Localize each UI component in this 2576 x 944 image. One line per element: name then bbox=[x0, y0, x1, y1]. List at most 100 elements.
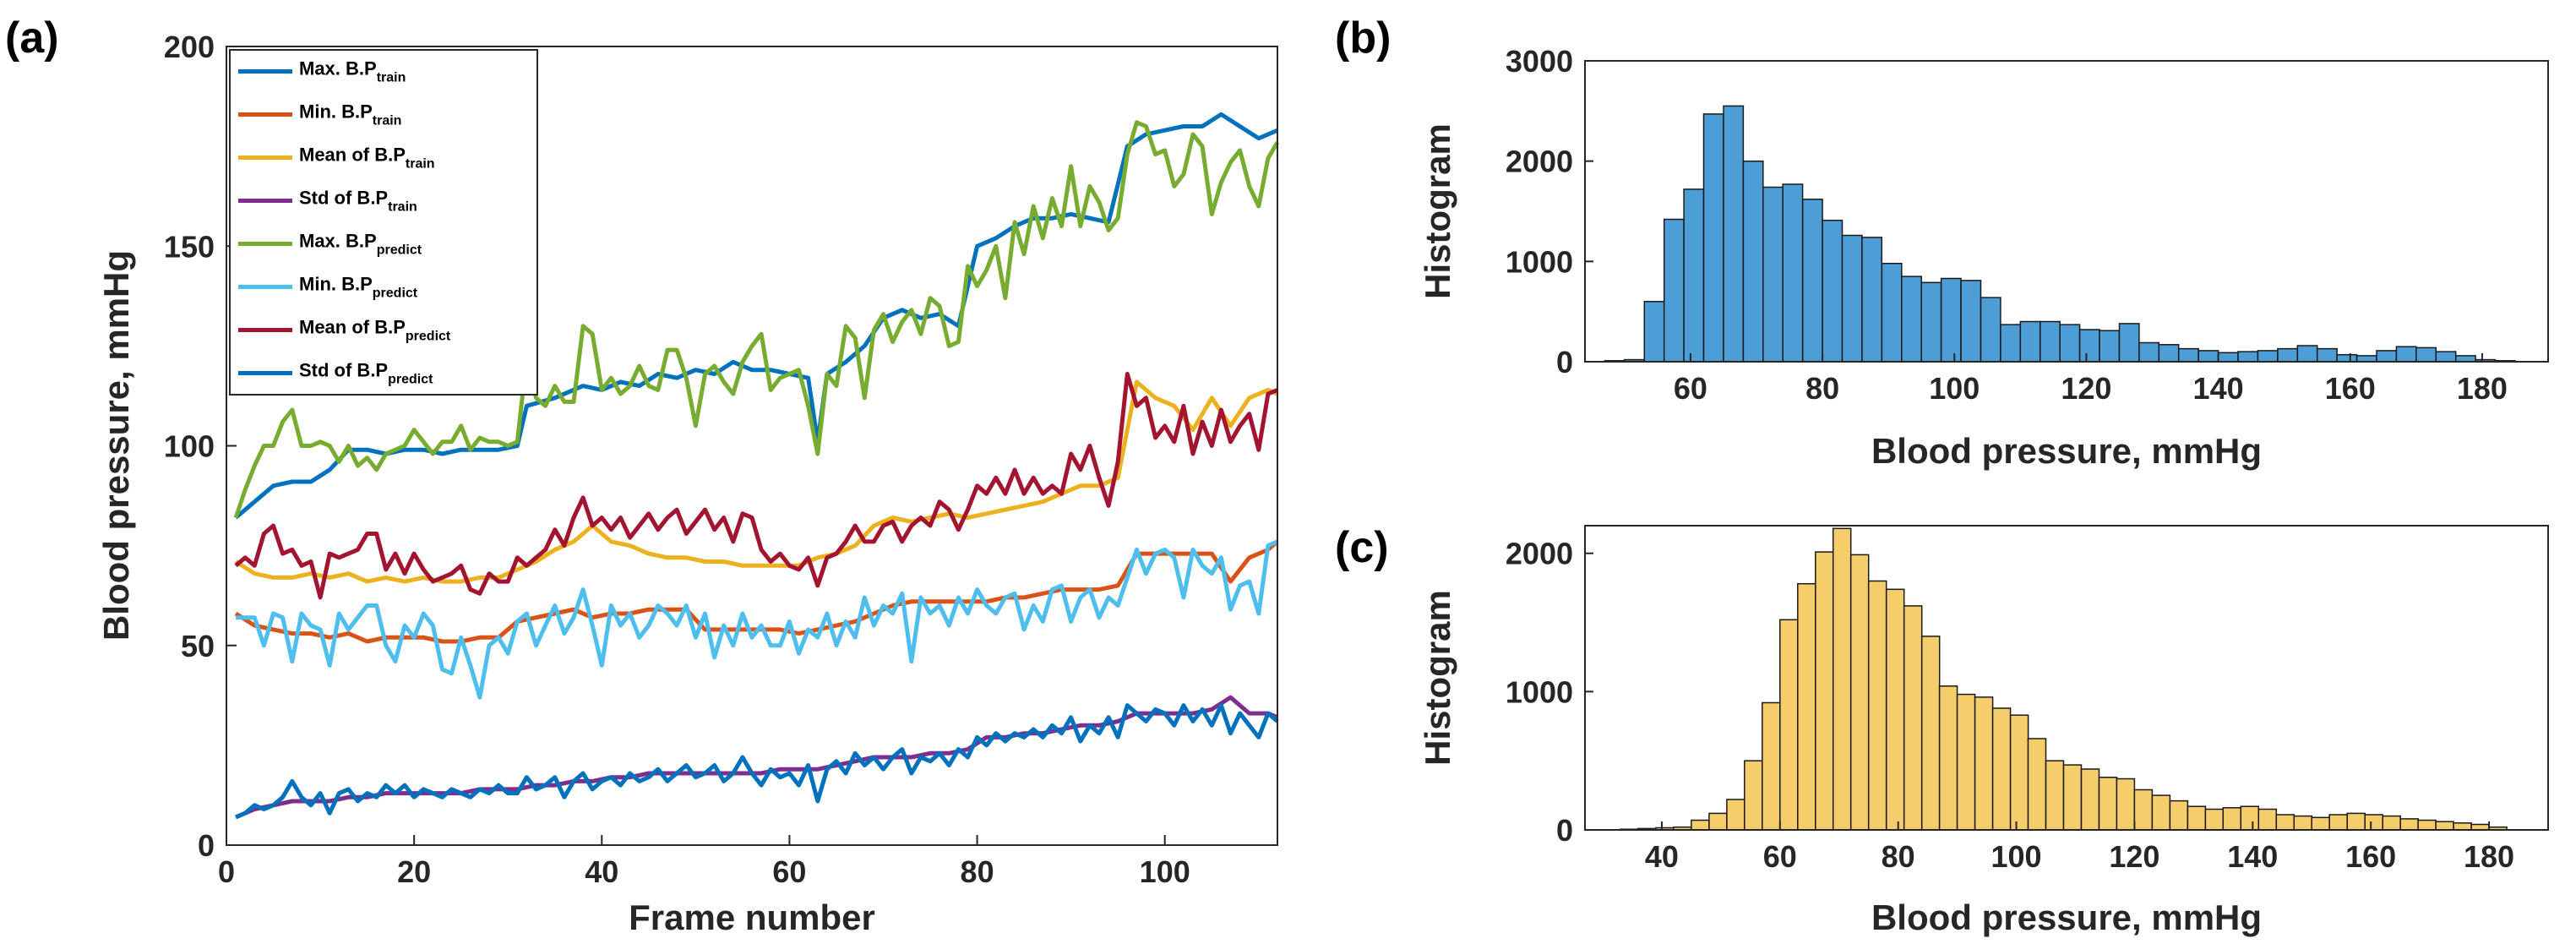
axes-box-c bbox=[1584, 525, 2549, 831]
histogram-panel-c: 40 60 80 100 120 140 160 180 0 1000 2000 Blood pre… bbox=[1418, 525, 2549, 937]
histogram-bar bbox=[2045, 760, 2065, 831]
histogram-bar bbox=[2277, 347, 2299, 363]
x-tick-label-a: 40 bbox=[585, 854, 618, 889]
histogram-bar bbox=[2080, 768, 2100, 831]
y-tick-label: 2000 bbox=[1506, 145, 1573, 179]
histogram-bar bbox=[2099, 330, 2121, 363]
series-line-max_train bbox=[234, 112, 1278, 520]
histogram-bar bbox=[1643, 301, 1665, 363]
legend-entry-std_predict: Std of B.Ppredict bbox=[299, 360, 433, 387]
histogram-bar bbox=[2217, 352, 2239, 363]
legend-entry-max_predict: Max. B.Ppredict bbox=[299, 231, 422, 258]
histogram-bar bbox=[2336, 353, 2358, 363]
histogram-bar bbox=[2453, 822, 2472, 831]
histogram-bar bbox=[2197, 350, 2219, 363]
x-axis-label-a: Frame number bbox=[629, 898, 875, 937]
x-tick-label: 60 bbox=[1674, 371, 1707, 406]
x-tick-label: 40 bbox=[1645, 839, 1679, 874]
histogram-bar bbox=[2364, 814, 2383, 831]
x-tick-label: 60 bbox=[1763, 839, 1797, 874]
histogram-bar bbox=[2454, 355, 2476, 363]
panel-label-b: (b) bbox=[1335, 14, 1391, 63]
histogram-bar bbox=[1974, 696, 1994, 831]
histogram-bar bbox=[1940, 277, 1962, 363]
histogram-bar bbox=[1920, 636, 1941, 831]
histogram-bar bbox=[1832, 527, 1852, 831]
histogram-bar bbox=[1956, 693, 1976, 831]
legend-entry-min_predict: Min. B.Ppredict bbox=[299, 274, 418, 301]
legend-box-a bbox=[229, 49, 538, 396]
histogram-bar bbox=[2435, 351, 2457, 363]
histogram-bar bbox=[2415, 346, 2437, 363]
histogram-bar bbox=[2296, 345, 2318, 363]
histogram-bar bbox=[2346, 812, 2366, 831]
histogram-bar bbox=[1762, 186, 1784, 363]
histogram-bar bbox=[2376, 350, 2398, 363]
histogram-bar bbox=[1867, 580, 1887, 831]
histogram-bar bbox=[2222, 807, 2242, 831]
x-tick-label: 180 bbox=[2464, 839, 2514, 874]
histogram-bar bbox=[1744, 760, 1763, 831]
x-tick-label-a: 0 bbox=[218, 854, 235, 889]
panel-label-a: (a) bbox=[5, 14, 59, 63]
histogram-bar bbox=[2040, 320, 2061, 363]
panel-label-c: (c) bbox=[1335, 523, 1389, 572]
histogram-bar bbox=[1801, 199, 1823, 363]
histogram-bar bbox=[1938, 685, 1958, 831]
histogram-bar bbox=[2138, 341, 2160, 363]
histogram-bar bbox=[1702, 113, 1724, 363]
series-line-mean_predict bbox=[234, 372, 1278, 600]
histogram-bar bbox=[1779, 619, 1799, 831]
histogram-bar bbox=[1822, 219, 1844, 363]
y-tick-label: 0 bbox=[1556, 345, 1573, 379]
histogram-bar bbox=[2169, 799, 2189, 831]
series-line-min_predict bbox=[236, 539, 1278, 700]
histogram-bar bbox=[2151, 794, 2171, 831]
histogram-bar bbox=[2355, 355, 2377, 363]
x-tick-label: 180 bbox=[2457, 371, 2508, 406]
y-tick-label: 2000 bbox=[1506, 537, 1573, 571]
histogram-bar bbox=[1903, 605, 1923, 831]
histogram-bar bbox=[1920, 281, 1942, 363]
histogram-bar bbox=[1723, 105, 1745, 363]
legend-entry-min_train: Min. B.Ptrain bbox=[299, 101, 401, 128]
histogram-bar bbox=[2399, 818, 2419, 831]
x-axis-label-b: Blood pressure, mmHg bbox=[1871, 431, 2262, 471]
histogram-bar bbox=[2019, 320, 2041, 363]
histogram-bar bbox=[2133, 788, 2154, 831]
histogram-bar bbox=[2257, 350, 2279, 363]
x-tick-label: 140 bbox=[2193, 371, 2244, 406]
legend-entry-std_train: Std of B.Ptrain bbox=[299, 188, 417, 215]
histogram-bar bbox=[2240, 805, 2260, 831]
x-tick-label: 120 bbox=[2109, 839, 2159, 874]
y-tick-label-a: 150 bbox=[164, 229, 215, 264]
histogram-bar bbox=[2328, 814, 2348, 831]
histogram-bar bbox=[1708, 812, 1728, 831]
histogram-bar bbox=[2078, 329, 2100, 363]
histogram-bar bbox=[2187, 805, 2207, 831]
x-tick-label: 100 bbox=[1991, 839, 2042, 874]
legend-entry-mean_predict: Mean of B.Ppredict bbox=[299, 317, 451, 344]
x-tick-label: 80 bbox=[1805, 371, 1839, 406]
histogram-bar bbox=[1691, 819, 1710, 831]
histogram-bar bbox=[2435, 821, 2454, 831]
x-tick-label-a: 60 bbox=[772, 854, 806, 889]
y-tick-label-a: 200 bbox=[164, 30, 215, 64]
legend-a: Max. B.Ptrain Min. B.Ptrain Mean of B.Ptra… bbox=[229, 49, 538, 396]
series-line-mean_train bbox=[234, 379, 1278, 584]
series-line-std_predict bbox=[235, 703, 1279, 820]
histogram-bar bbox=[1841, 234, 1863, 363]
x-tick-label: 160 bbox=[2325, 371, 2376, 406]
histogram-bar bbox=[1901, 276, 1922, 363]
x-axis-label-c: Blood pressure, mmHg bbox=[1871, 898, 2262, 937]
histogram-bar bbox=[2098, 777, 2118, 831]
histogram-bar bbox=[2118, 323, 2140, 363]
histogram-bar bbox=[1960, 280, 1982, 363]
x-tick-label-a: 80 bbox=[961, 854, 994, 889]
y-tick-label-a: 0 bbox=[198, 828, 215, 863]
y-axis-label-c: Histogram bbox=[1418, 590, 1457, 766]
x-tick-label: 100 bbox=[1929, 371, 1980, 406]
histogram-bar bbox=[2293, 815, 2313, 831]
histogram-bar bbox=[2158, 344, 2180, 363]
histogram-bar bbox=[1663, 218, 1685, 363]
